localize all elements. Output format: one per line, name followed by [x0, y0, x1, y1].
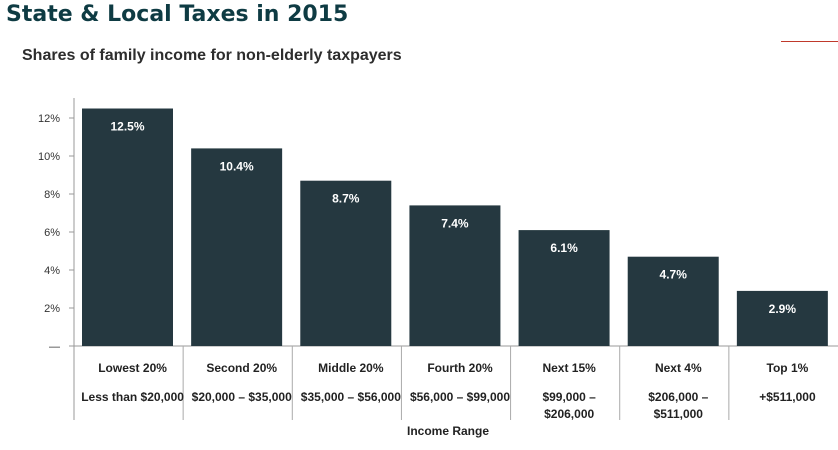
income-range-label: $99,000 –: [542, 390, 596, 404]
income-range-label: +$511,000: [759, 390, 816, 404]
bar-data-label: 7.4%: [441, 216, 469, 230]
bar: [736, 290, 828, 346]
bar-data-label: 8.7%: [332, 192, 360, 206]
bar-data-label: 4.7%: [660, 268, 688, 282]
bar-data-label: 6.1%: [550, 241, 578, 255]
bar: [518, 230, 610, 346]
chart-subtitle: Shares of family income for non-elderly …: [22, 47, 402, 64]
income-range-label: $206,000: [544, 407, 594, 421]
category-label: Top 1%: [767, 361, 809, 375]
x-axis-title: Income Range: [407, 424, 489, 438]
category-label: Lowest 20%: [98, 361, 167, 375]
income-range-label: $20,000 – $35,000: [192, 390, 292, 404]
decorative-rule: [781, 41, 838, 42]
bar: [409, 205, 501, 346]
y-tick-label: 2%: [44, 303, 60, 315]
y-tick-label: —: [49, 341, 60, 353]
income-range-label: $511,000: [654, 407, 704, 421]
bar: [627, 256, 719, 346]
category-label: Fourth 20%: [427, 361, 493, 375]
bar-data-label: 12.5%: [110, 120, 144, 134]
y-tick-label: 6%: [44, 227, 60, 239]
category-label: Second 20%: [206, 361, 277, 375]
category-label: Next 4%: [655, 361, 702, 375]
income-range-label: $206,000 –: [648, 390, 708, 404]
income-range-label: Less than $20,000: [81, 390, 184, 404]
bar: [191, 148, 283, 346]
income-range-label: $35,000 – $56,000: [301, 390, 401, 404]
bar: [300, 180, 392, 346]
page-title: State & Local Taxes in 2015: [6, 2, 349, 27]
y-tick-label: 10%: [38, 151, 60, 163]
y-tick-label: 4%: [44, 265, 60, 277]
y-tick-label: 12%: [38, 113, 60, 125]
bar-data-label: 10.4%: [220, 159, 254, 173]
bar-data-label: 2.9%: [769, 302, 797, 316]
y-tick-label: 8%: [44, 189, 60, 201]
bar: [82, 108, 173, 346]
income-range-label: $56,000 – $99,000: [410, 390, 510, 404]
category-label: Next 15%: [542, 361, 596, 375]
category-label: Middle 20%: [318, 361, 384, 375]
